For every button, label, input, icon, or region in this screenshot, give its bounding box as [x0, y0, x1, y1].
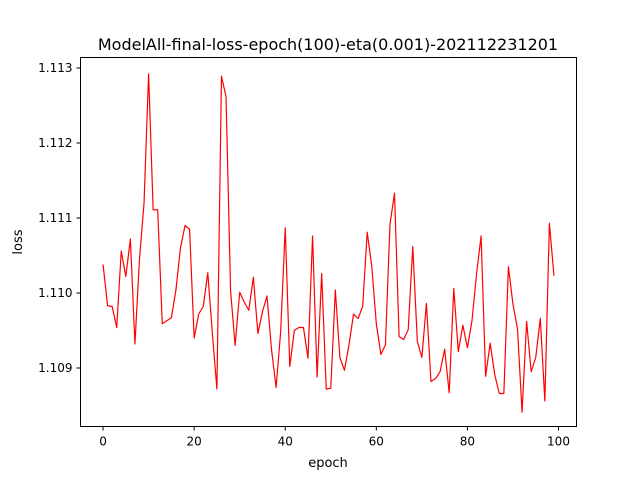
- chart-title: ModelAll-final-loss-epoch(100)-eta(0.001…: [98, 35, 558, 54]
- y-tick-label: 1.112: [38, 136, 72, 150]
- y-tick-label: 1.110: [38, 286, 72, 300]
- plot-frame: [80, 57, 577, 427]
- x-axis-ticks: 0 20 40 60 80 100: [99, 426, 570, 449]
- x-tick-label: 20: [186, 435, 201, 449]
- x-tick-label: 80: [460, 435, 475, 449]
- y-tick-label: 1.109: [38, 361, 72, 375]
- x-axis-label: epoch: [308, 456, 348, 471]
- x-tick-label: 100: [547, 435, 570, 449]
- x-tick-label: 0: [99, 435, 107, 449]
- y-axis-ticks: 1.109 1.110 1.111 1.112 1.113: [38, 61, 81, 375]
- y-tick-label: 1.113: [38, 61, 72, 75]
- x-tick-label: 40: [278, 435, 293, 449]
- loss-series-line: [102, 73, 555, 413]
- x-tick-label: 60: [369, 435, 384, 449]
- plot-series: [102, 73, 555, 413]
- y-tick-label: 1.111: [38, 211, 72, 225]
- y-axis-label: loss: [11, 229, 26, 254]
